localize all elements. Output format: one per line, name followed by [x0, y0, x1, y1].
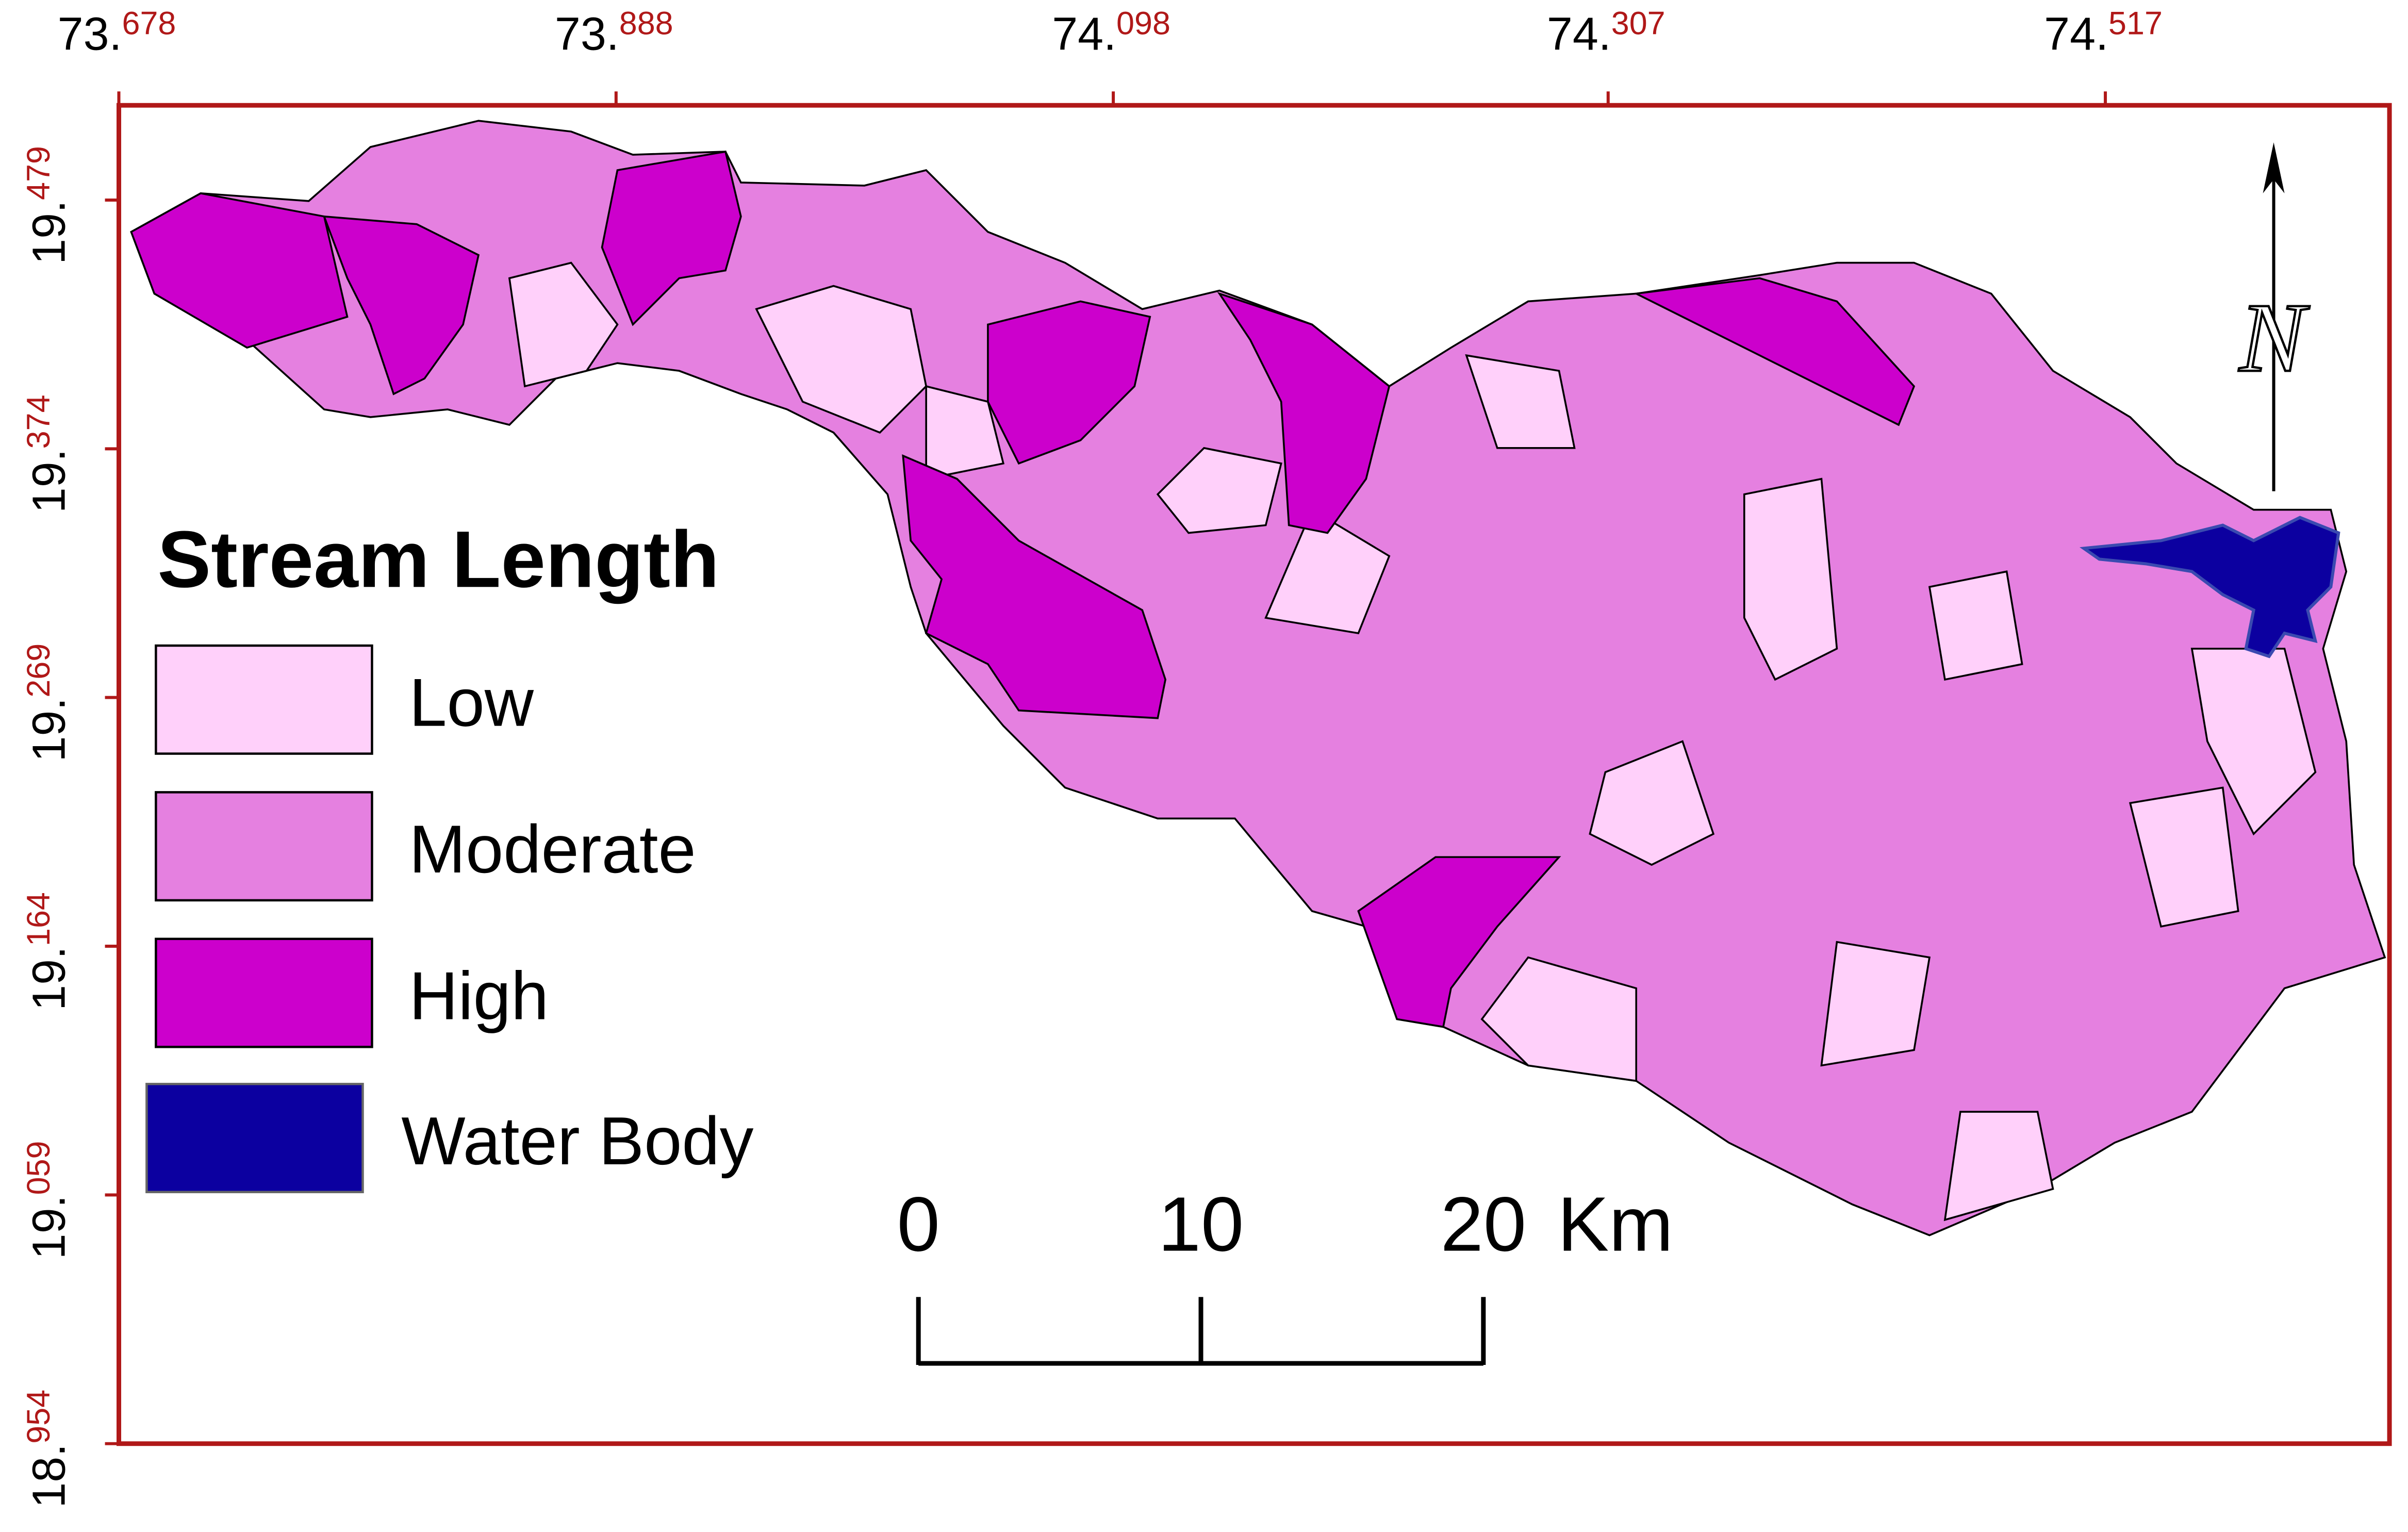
sub-basin: [1357, 856, 1561, 1028]
legend-swatch: [145, 1082, 364, 1193]
lat-label-minor: 059: [21, 1141, 57, 1195]
sub-basin: [1820, 941, 1931, 1067]
legend-label: High: [409, 958, 549, 1033]
lon-label-major: 74.: [1052, 8, 1116, 60]
sub-basin: [987, 300, 1151, 465]
lat-label-major: 18.: [24, 1444, 75, 1508]
lon-label-minor: 678: [122, 6, 176, 42]
sub-basin: [925, 385, 1005, 480]
scale-label: 0: [897, 1181, 940, 1267]
sub-basin: [130, 120, 2386, 1237]
lat-label-major: 19.: [24, 1195, 75, 1259]
lat-label-major: 19.: [24, 200, 75, 265]
sub-basin: [1633, 277, 1916, 426]
lon-label-major: 73.: [555, 8, 619, 60]
sub-basin: [1928, 570, 2023, 681]
lat-label-minor: 269: [21, 644, 57, 698]
sub-basin: [1465, 354, 1576, 449]
sub-basin: [1480, 956, 1638, 1082]
lat-label-major: 19.: [24, 449, 75, 513]
sub-basin: [2129, 786, 2239, 928]
sub-basin: [1589, 740, 1715, 866]
north-label: N: [2238, 283, 2310, 392]
sub-basin: [1264, 508, 1391, 635]
lon-label-minor: 888: [619, 6, 673, 42]
lon-label-minor: 517: [2108, 6, 2163, 42]
sub-basin: [1743, 477, 1838, 681]
sub-basin: [322, 215, 480, 396]
lon-label-minor: 307: [1611, 6, 1665, 42]
sub-basin: [508, 261, 619, 388]
sub-basin: [601, 150, 742, 326]
lon-label-major: 74.: [2044, 8, 2108, 60]
lat-label-minor: 164: [21, 892, 57, 946]
scale-label: 20: [1441, 1181, 1526, 1267]
lon-label-major: 74.: [1547, 8, 1611, 60]
sub-basin: [1943, 1111, 2054, 1222]
lon-label-major: 73.: [58, 8, 122, 60]
sub-basin: [1156, 447, 1282, 534]
legend-label: Moderate: [409, 811, 696, 887]
water-body: [2080, 516, 2340, 658]
lon-label-minor: 098: [1116, 6, 1170, 42]
scale-unit: Km: [1558, 1181, 1673, 1267]
legend-label: Low: [409, 665, 534, 740]
lat-label-major: 19.: [24, 698, 75, 762]
legend-label: Water Body: [401, 1103, 753, 1179]
legend-swatch: [155, 791, 373, 902]
scale-label: 10: [1158, 1181, 1244, 1267]
sub-basin: [1217, 292, 1391, 534]
lat-label-minor: 954: [21, 1390, 57, 1444]
legend-swatch: [155, 644, 373, 755]
basins: [130, 120, 2386, 1237]
legend-swatch: [155, 937, 373, 1048]
legend-title: Stream Length: [157, 514, 719, 604]
lat-label-minor: 479: [21, 146, 57, 200]
sub-basin: [130, 192, 349, 349]
lat-label-major: 19.: [24, 946, 75, 1011]
lat-label-minor: 374: [21, 394, 57, 449]
north-arrowhead: [2263, 142, 2285, 193]
sub-basin: [902, 454, 1167, 719]
